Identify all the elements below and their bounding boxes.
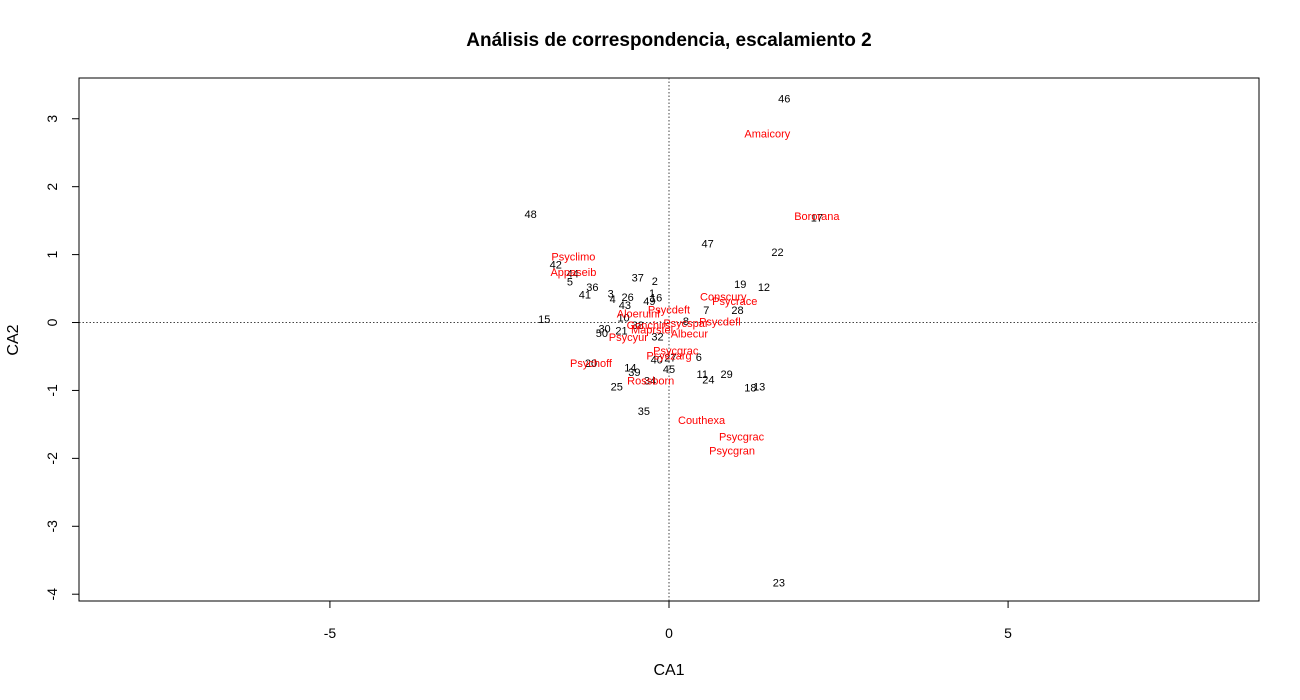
- site-point-label: 23: [773, 577, 785, 589]
- site-point-label: 44: [567, 268, 579, 280]
- site-point-label: 26: [622, 292, 634, 304]
- site-point-label: 5: [567, 276, 573, 288]
- species-point-label: Rossborn: [627, 376, 674, 388]
- species-point-label: Psycgrac: [653, 346, 699, 358]
- site-point-label: 25: [611, 382, 623, 394]
- species-point-label: Amaicory: [744, 128, 790, 140]
- site-point-label: 11: [697, 369, 708, 381]
- y-tick-label: -2: [44, 452, 60, 465]
- species-point-label: Conscury: [700, 291, 747, 303]
- site-point-label: 34: [644, 376, 656, 388]
- site-point-label: 13: [753, 382, 765, 394]
- species-point-label: Psycdefl: [699, 317, 741, 329]
- site-point-label: 3: [608, 289, 614, 301]
- y-tick-label: 2: [44, 183, 60, 191]
- site-point-label: 6: [696, 352, 702, 364]
- species-point-label: Psycrace: [712, 296, 757, 308]
- y-tick-label: -1: [44, 384, 60, 397]
- site-point-label: 41: [579, 289, 591, 301]
- site-point-label: 46: [778, 94, 790, 106]
- site-point-label: 4: [610, 294, 616, 306]
- site-point-label: 17: [811, 213, 823, 225]
- site-point-label: 7: [703, 305, 709, 317]
- species-point-label: Psycdeft: [648, 304, 690, 316]
- species-point-label: Albecur: [671, 329, 709, 341]
- site-point-label: 30: [598, 323, 610, 335]
- y-tick-label: -4: [44, 588, 60, 601]
- y-axis: -4 -3 -2 -1 0 1 2 3: [44, 115, 80, 601]
- species-point-label: Appaseib: [550, 267, 596, 279]
- species-point-label: Psyclimo: [551, 251, 595, 263]
- site-point-label: 32: [651, 331, 663, 343]
- site-point-label: 8: [683, 316, 689, 328]
- site-point-label: 28: [731, 305, 743, 317]
- species-point-label: Psycgran: [709, 446, 755, 458]
- site-point-label: 35: [638, 406, 650, 418]
- site-point-label: 22: [771, 247, 783, 259]
- site-point-label: 10: [617, 312, 629, 324]
- site-point-label: 48: [525, 209, 537, 221]
- site-point-label: 42: [550, 259, 562, 271]
- site-point-label: 38: [632, 320, 644, 332]
- x-tick-label: 5: [1004, 625, 1012, 641]
- site-point-label: 45: [663, 364, 675, 376]
- species-point-label: Psychoff: [570, 358, 613, 370]
- x-axis: -5 0 5: [324, 600, 1012, 641]
- site-point-label: 12: [758, 282, 770, 294]
- site-point-label: 47: [702, 238, 714, 250]
- y-tick-label: 3: [44, 115, 60, 123]
- species-point-label: Psyczarg: [646, 350, 691, 362]
- site-point-label: 19: [734, 279, 746, 291]
- species-point-label: Bororana: [794, 211, 840, 223]
- species-point-label: Psycgrac: [719, 431, 765, 443]
- species-point-label: Psycspar: [663, 318, 709, 330]
- chart-title: Análisis de correspondencia, escalamient…: [466, 30, 872, 51]
- site-point-label: 40: [651, 355, 663, 367]
- site-point-label: 2: [652, 276, 658, 288]
- species-point-label: Gonchirs: [627, 320, 672, 332]
- species-point-label: Couthexa: [678, 415, 726, 427]
- site-point-label: 18: [744, 382, 756, 394]
- site-point-label: 1: [649, 288, 655, 300]
- site-point-label: 36: [586, 282, 598, 294]
- site-point-label: 49: [643, 296, 655, 308]
- site-point-label: 43: [619, 300, 631, 312]
- site-point-label: 20: [585, 358, 597, 370]
- site-point-label: 21: [615, 325, 627, 337]
- y-tick-label: 1: [44, 250, 60, 258]
- species-point-label: Aloeruinf: [617, 308, 661, 320]
- site-point-label: 29: [721, 369, 733, 381]
- y-axis-label: CA2: [5, 324, 22, 355]
- y-tick-label: -3: [44, 520, 60, 533]
- site-point-label: 14: [624, 363, 636, 375]
- site-point-label: 15: [538, 314, 550, 326]
- y-tick-label: 0: [44, 318, 60, 326]
- site-point-label: 24: [702, 374, 714, 386]
- species-point-label: Psycyur: [609, 332, 648, 344]
- x-axis-label: CA1: [653, 662, 684, 679]
- x-tick-label: 0: [665, 625, 673, 641]
- x-tick-label: -5: [324, 625, 337, 641]
- site-point-label: 50: [596, 328, 608, 340]
- site-point-label: 27: [664, 353, 676, 365]
- site-point-label: 16: [650, 293, 662, 305]
- site-point-label: 37: [632, 272, 644, 284]
- species-point-label: Maprstel: [631, 325, 673, 337]
- reference-lines: [79, 78, 1259, 601]
- site-point-label: 39: [628, 367, 640, 379]
